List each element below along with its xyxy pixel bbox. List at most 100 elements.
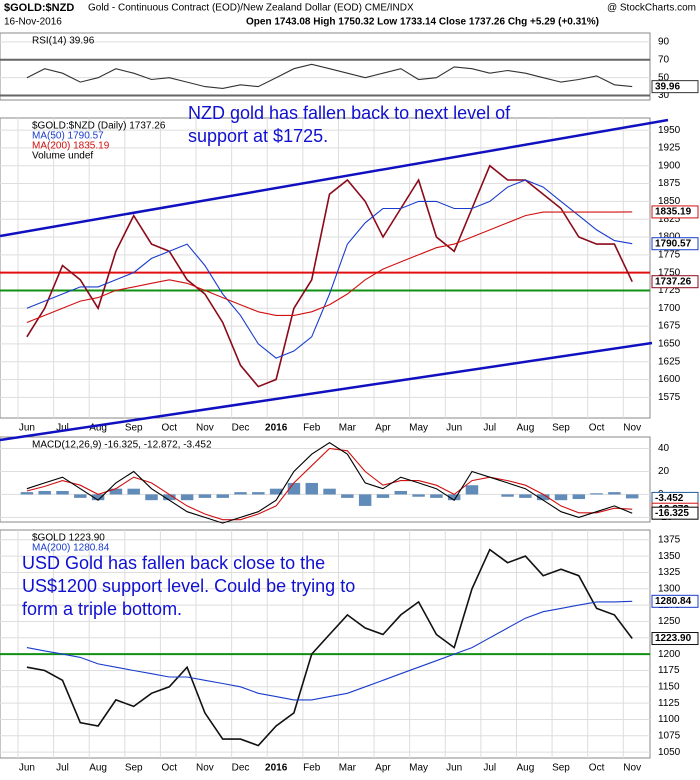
- panel-title: RSI(14) 39.96: [32, 36, 95, 47]
- x-tick-label: Oct: [589, 763, 605, 774]
- histogram-bar: [234, 492, 247, 495]
- x-tick-label: Nov: [623, 763, 641, 774]
- description: Gold - Continuous Contract (EOD)/New Zea…: [88, 3, 414, 14]
- y-tick-label: 1075: [658, 730, 681, 741]
- x-tick-label: Nov: [196, 423, 214, 434]
- x-tick-label: Mar: [339, 423, 357, 434]
- histogram-bar: [109, 488, 123, 495]
- last-value-box: [651, 237, 699, 251]
- x-tick-label: Sep: [552, 423, 570, 434]
- x-tick-label: Apr: [375, 763, 391, 774]
- legend-entry: MA(50) 1790.57: [32, 131, 104, 142]
- x-tick-label: Nov: [196, 763, 214, 774]
- y-tick-label: 1625: [658, 356, 681, 367]
- x-tick-label: Mar: [339, 763, 357, 774]
- x-tick-label: Dec: [232, 423, 250, 434]
- last-value-label: 39.96: [655, 81, 680, 92]
- panel-frame: [0, 32, 651, 101]
- y-tick-label: 1650: [658, 339, 681, 350]
- histogram-bar: [305, 482, 318, 495]
- series-line: [26, 600, 633, 701]
- x-tick-label: Apr: [375, 423, 391, 434]
- y-tick-label: 1700: [658, 303, 681, 314]
- panel-frame: [0, 529, 651, 759]
- panel-frame: [0, 117, 651, 419]
- last-value-label: -3.452: [655, 493, 684, 504]
- histogram-bar: [38, 490, 51, 495]
- annotation: USD Gold has fallen back close to the: [22, 553, 325, 573]
- histogram-bar: [180, 494, 194, 501]
- y-tick-label: 1125: [658, 698, 680, 709]
- last-value-box: [651, 80, 699, 94]
- series-line: [26, 179, 633, 359]
- legend-entry: MA(200) 1280.84: [32, 543, 110, 554]
- panel-title: MACD(12,26,9) -16.325, -12.872, -3.452: [32, 440, 212, 451]
- symbol: $GOLD:$NZD: [4, 2, 74, 14]
- y-tick-label: 90: [658, 37, 670, 48]
- annotation: form a triple bottom.: [22, 599, 182, 619]
- y-tick-label: 1850: [658, 196, 681, 207]
- x-tick-label: Jul: [483, 763, 496, 774]
- panel-title: $GOLD:$NZD (Daily) 1737.26: [32, 121, 166, 132]
- panel: 40200-20: [0, 443, 673, 523]
- histogram-bar: [376, 494, 390, 498]
- y-tick-label: 1300: [658, 583, 681, 594]
- y-tick-label: 70: [658, 54, 670, 65]
- date: 16-Nov-2016: [4, 17, 62, 28]
- histogram-bar: [590, 493, 603, 495]
- y-tick-label: 1950: [658, 125, 681, 136]
- histogram-bar: [394, 490, 407, 495]
- y-tick-label: 1900: [658, 160, 681, 171]
- histogram-bar: [501, 494, 514, 497]
- last-value-box: [651, 594, 699, 608]
- histogram-bar: [430, 494, 443, 498]
- histogram-bar: [20, 492, 34, 495]
- histogram-bar: [74, 494, 87, 498]
- y-tick-label: 1575: [658, 392, 681, 403]
- y-tick-label: 30: [658, 90, 670, 101]
- series-line: [26, 447, 633, 521]
- histogram-bar: [198, 494, 212, 498]
- x-tick-label: Jul: [56, 423, 69, 434]
- y-tick-label: 1200: [658, 649, 681, 660]
- histogram-bar: [163, 494, 176, 501]
- panel-frame: [0, 436, 651, 523]
- legend-entry: Volume undef: [32, 151, 93, 162]
- x-tick-label: Feb: [303, 763, 321, 774]
- x-tick-label: Jul: [56, 763, 69, 774]
- channel-lower: [0, 341, 653, 442]
- y-tick-label: 1350: [658, 551, 681, 562]
- x-tick-label: Jun: [19, 763, 35, 774]
- series-line: [26, 442, 633, 524]
- last-value-label: -16.325: [655, 508, 689, 519]
- x-tick-label: Sep: [552, 763, 570, 774]
- y-tick-label: 1175: [658, 665, 680, 676]
- y-tick-label: 1925: [658, 143, 681, 154]
- histogram-bar: [412, 494, 425, 497]
- histogram-bar: [252, 492, 265, 495]
- x-tick-label: Jul: [483, 423, 496, 434]
- histogram-bar: [145, 494, 158, 501]
- last-value-label: 1737.26: [655, 276, 692, 287]
- y-tick-label: 1600: [658, 374, 681, 385]
- series-line: [26, 63, 633, 89]
- series-line: [26, 164, 633, 388]
- last-value-box: [651, 275, 699, 289]
- last-value-label: 1223.90: [655, 633, 692, 644]
- panel-title: $GOLD 1223.90: [32, 533, 105, 544]
- last-value-box: [651, 205, 699, 219]
- annotation: NZD gold has fallen back to next level o…: [188, 103, 511, 123]
- histogram-bar: [287, 482, 301, 495]
- histogram-bar: [536, 494, 550, 501]
- histogram-bar: [323, 488, 336, 495]
- histogram-bar: [269, 488, 283, 495]
- y-tick-label: 1725: [658, 285, 681, 296]
- histogram-bar: [625, 494, 639, 499]
- channel-upper: [0, 118, 669, 238]
- histogram-bar: [216, 494, 229, 498]
- x-tick-label: Aug: [89, 423, 107, 434]
- y-tick-label: 1100: [658, 714, 680, 725]
- last-value-label: 1835.19: [655, 207, 692, 218]
- x-tick-label: Nov: [623, 423, 641, 434]
